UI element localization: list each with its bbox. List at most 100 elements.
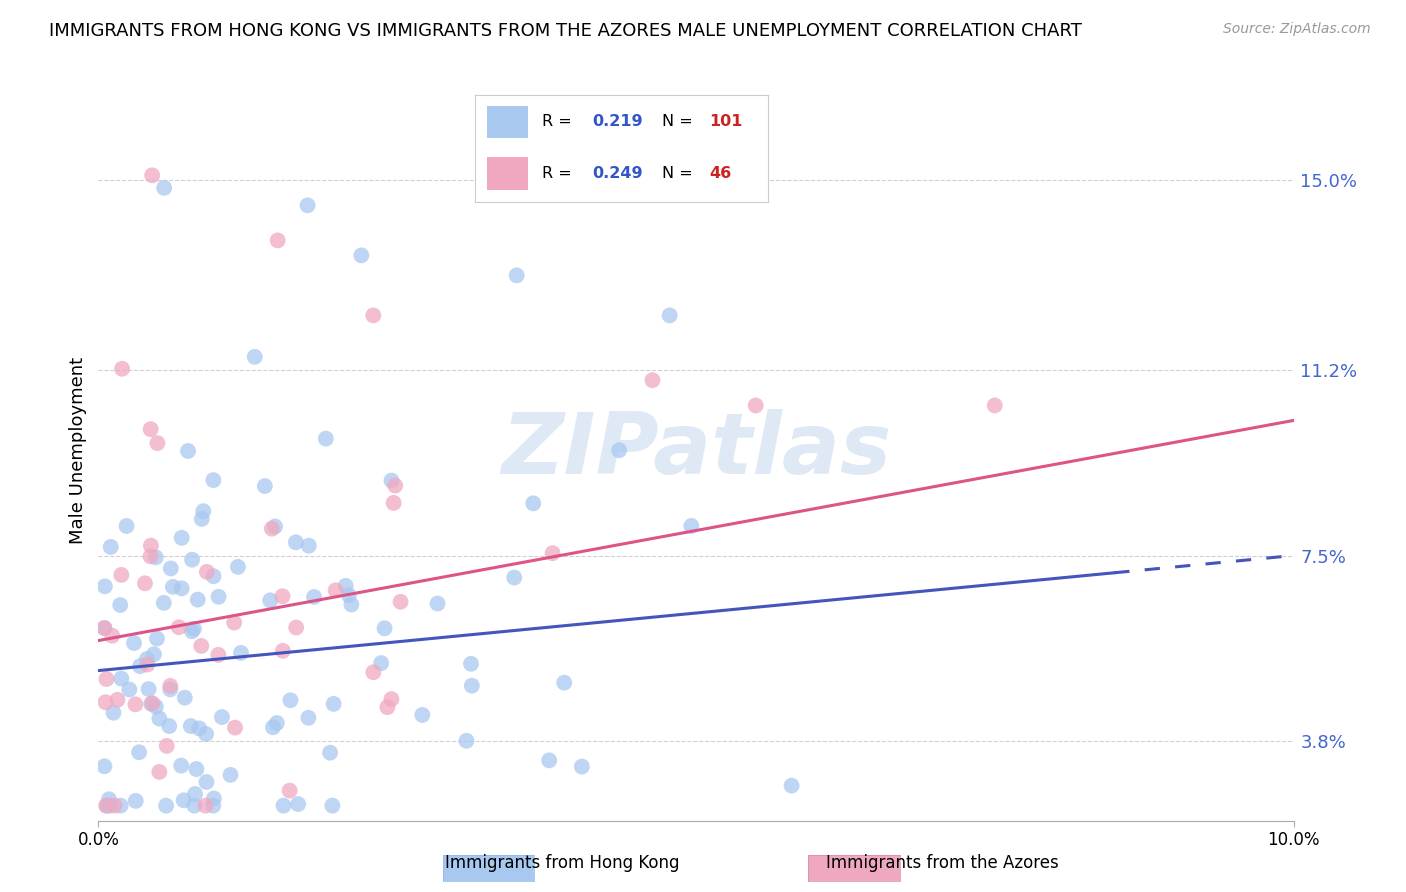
- Point: [380, 474, 402, 488]
- Point: [302, 590, 325, 604]
- Point: [148, 764, 170, 779]
- Point: [641, 373, 664, 387]
- Point: [382, 496, 405, 510]
- Point: [94, 579, 117, 593]
- Point: [319, 746, 342, 760]
- Point: [229, 646, 252, 660]
- Point: [984, 399, 1007, 413]
- Point: [145, 550, 167, 565]
- Point: [103, 706, 125, 720]
- Point: [211, 710, 233, 724]
- Point: [145, 699, 167, 714]
- Point: [538, 753, 561, 767]
- Point: [380, 692, 402, 706]
- Point: [159, 679, 181, 693]
- Point: [110, 568, 132, 582]
- Point: [503, 570, 526, 584]
- Point: [184, 787, 207, 801]
- Point: [146, 436, 169, 450]
- Point: [107, 693, 129, 707]
- Point: [148, 712, 170, 726]
- Point: [98, 798, 121, 813]
- Point: [370, 656, 392, 670]
- Point: [363, 309, 385, 323]
- Point: [141, 697, 163, 711]
- Point: [253, 479, 276, 493]
- Point: [226, 560, 249, 574]
- Point: [159, 561, 181, 575]
- Point: [138, 682, 160, 697]
- Point: [183, 798, 205, 813]
- Point: [658, 309, 681, 323]
- Point: [94, 695, 117, 709]
- Point: [139, 539, 162, 553]
- Point: [207, 590, 229, 604]
- Point: [195, 775, 218, 789]
- Point: [190, 639, 212, 653]
- Point: [155, 798, 177, 813]
- Point: [134, 576, 156, 591]
- Y-axis label: Male Unemployment: Male Unemployment: [69, 357, 87, 544]
- Point: [159, 682, 181, 697]
- Point: [224, 615, 246, 630]
- Point: [173, 793, 195, 807]
- Point: [271, 644, 294, 658]
- Point: [125, 794, 148, 808]
- Point: [156, 739, 179, 753]
- Point: [285, 620, 308, 634]
- Text: Source: ZipAtlas.com: Source: ZipAtlas.com: [1223, 22, 1371, 37]
- Point: [745, 399, 768, 413]
- Point: [146, 632, 169, 646]
- Point: [118, 682, 141, 697]
- Point: [180, 624, 202, 639]
- Point: [110, 798, 132, 813]
- Point: [110, 598, 132, 612]
- Point: [335, 579, 357, 593]
- Point: [426, 597, 449, 611]
- Point: [298, 539, 321, 553]
- Point: [173, 690, 195, 705]
- Point: [284, 535, 307, 549]
- Point: [167, 620, 190, 634]
- Point: [321, 798, 343, 813]
- Text: IMMIGRANTS FROM HONG KONG VS IMMIGRANTS FROM THE AZORES MALE UNEMPLOYMENT CORREL: IMMIGRANTS FROM HONG KONG VS IMMIGRANTS …: [49, 22, 1083, 40]
- Point: [287, 797, 309, 811]
- Point: [98, 792, 121, 806]
- Point: [177, 444, 200, 458]
- Point: [193, 504, 215, 518]
- Point: [337, 588, 360, 602]
- Point: [571, 759, 593, 773]
- Point: [259, 593, 281, 607]
- Point: [101, 629, 124, 643]
- Point: [96, 798, 118, 813]
- Point: [260, 522, 283, 536]
- Point: [506, 268, 529, 283]
- Point: [183, 622, 205, 636]
- Point: [129, 659, 152, 673]
- Point: [202, 569, 225, 583]
- Point: [607, 443, 630, 458]
- Point: [363, 665, 385, 680]
- Point: [271, 589, 294, 603]
- Point: [124, 698, 146, 712]
- Point: [191, 512, 214, 526]
- Point: [170, 531, 193, 545]
- Point: [157, 719, 180, 733]
- Point: [297, 711, 319, 725]
- Point: [460, 657, 482, 671]
- Point: [136, 657, 159, 672]
- Point: [136, 652, 159, 666]
- Point: [180, 719, 202, 733]
- Point: [103, 798, 125, 813]
- Point: [186, 762, 208, 776]
- Point: [297, 198, 319, 212]
- Point: [266, 716, 288, 731]
- Point: [280, 693, 302, 707]
- Point: [202, 798, 225, 813]
- Point: [195, 727, 218, 741]
- Point: [202, 473, 225, 487]
- Point: [456, 733, 478, 747]
- Point: [170, 758, 193, 772]
- Point: [93, 621, 115, 635]
- Point: [195, 565, 218, 579]
